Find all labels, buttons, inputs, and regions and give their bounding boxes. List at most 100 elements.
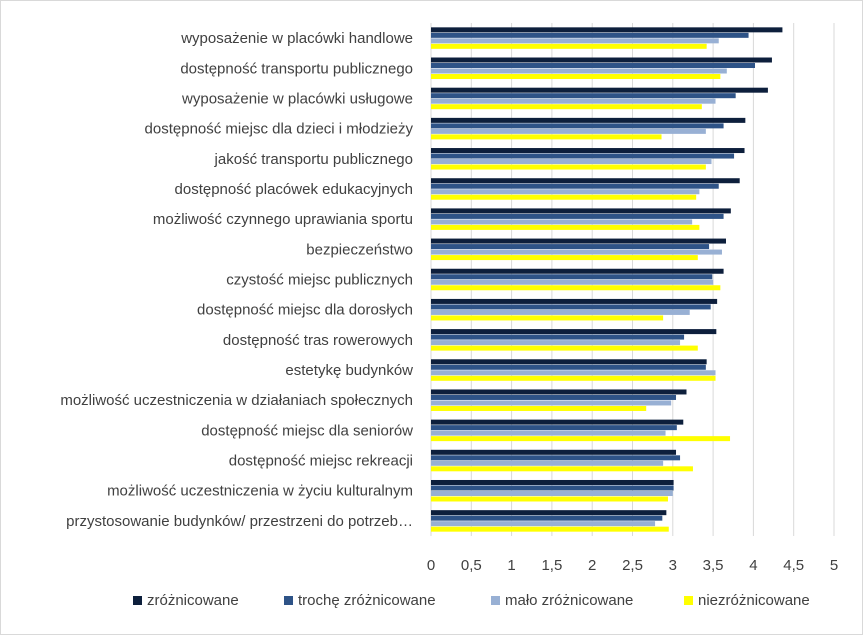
- bar: [431, 490, 673, 496]
- bar: [431, 189, 700, 195]
- bar: [431, 329, 717, 335]
- category-label: dostępność transportu publicznego: [180, 60, 413, 77]
- bar: [431, 526, 669, 532]
- legend-swatch: [133, 596, 142, 605]
- bar: [431, 213, 724, 219]
- bar: [431, 98, 716, 104]
- category-label: estetykę budynków: [285, 362, 413, 379]
- category-label: wyposażenie w placówki usługowe: [181, 90, 413, 107]
- x-tick-label: 0: [427, 557, 435, 574]
- bar: [431, 38, 719, 44]
- bar: [431, 496, 668, 502]
- bar: [431, 57, 772, 63]
- bar: [431, 63, 756, 69]
- category-label: możliwość uczestniczenia w życiu kultura…: [107, 483, 413, 500]
- bar: [431, 364, 706, 370]
- x-tick-label: 4,5: [783, 557, 804, 574]
- bar: [431, 27, 783, 33]
- bar: [431, 255, 698, 261]
- bar: [431, 515, 663, 521]
- bar: [431, 460, 664, 466]
- bar: [431, 394, 677, 400]
- x-tick-label: 3,5: [703, 557, 724, 574]
- x-tick-label: 0,5: [461, 557, 482, 574]
- bar: [431, 117, 746, 123]
- bar: [431, 249, 722, 255]
- category-label: przystosowanie budynków/ przestrzeni do …: [66, 513, 413, 530]
- legend-label: zróżnicowane: [147, 592, 239, 609]
- category-label: dostępność miejsc dla seniorów: [201, 422, 413, 439]
- bar: [431, 400, 672, 406]
- legend-swatch: [284, 596, 293, 605]
- legend: zróżnicowane trochę zróżnicowane mało zróż…: [133, 592, 810, 609]
- bar: [431, 93, 736, 99]
- x-tick-label: 2: [588, 557, 596, 574]
- bars: [431, 27, 783, 532]
- category-label: możliwość czynnego uprawiania sportu: [153, 211, 413, 228]
- legend-swatch: [491, 596, 500, 605]
- bar: [431, 224, 700, 230]
- bar: [431, 134, 662, 140]
- bar: [431, 159, 712, 165]
- bar: [431, 274, 713, 280]
- bar: [431, 485, 674, 491]
- bar: [431, 430, 666, 436]
- category-label: dostępność tras rowerowych: [223, 332, 413, 349]
- category-label: dostępność miejsc dla dorosłych: [197, 302, 413, 319]
- category-label: możliwość uczestniczenia w działaniach s…: [60, 392, 413, 409]
- x-tick-label: 5: [830, 557, 838, 574]
- bar: [431, 128, 706, 134]
- bar: [431, 466, 693, 472]
- bar: [431, 148, 745, 154]
- bar: [431, 104, 702, 110]
- bar: [431, 279, 714, 285]
- bar: [431, 194, 697, 200]
- x-tick-label: 4: [749, 557, 757, 574]
- bar: [431, 74, 721, 80]
- bar: [431, 219, 693, 225]
- category-label: dostępność miejsc dla dzieci i młodzieży: [145, 121, 414, 138]
- x-tick-label: 3: [669, 557, 677, 574]
- category-label: czystość miejsc publicznych: [226, 272, 413, 289]
- x-tick-label: 1,5: [541, 557, 562, 574]
- bar: [431, 183, 719, 189]
- bar: [431, 455, 681, 461]
- bar: [431, 510, 667, 516]
- bar: [431, 238, 726, 244]
- legend-label: niezróżnicowane: [698, 592, 810, 609]
- bar: [431, 315, 664, 321]
- category-label: wyposażenie w placówki handlowe: [180, 30, 413, 47]
- bar: [431, 123, 724, 129]
- bar: [431, 449, 677, 455]
- category-labels: wyposażenie w placówki handlowe dostępnoś…: [60, 30, 413, 530]
- category-label: dostępność placówek edukacyjnych: [175, 181, 413, 198]
- bar: [431, 298, 718, 304]
- x-tick-label: 2,5: [622, 557, 643, 574]
- bar: [431, 521, 656, 527]
- category-label: dostępność miejsc rekreacji: [229, 453, 413, 470]
- bar: [431, 340, 681, 346]
- bar: [431, 309, 690, 315]
- category-label: jakość transportu publicznego: [214, 151, 413, 168]
- bar: [431, 334, 685, 340]
- bar: [431, 425, 677, 431]
- bar: [431, 419, 684, 425]
- x-axis-tick-labels: 0 0,5 1 1,5 2 2,5 3 3,5 4 4,5 5: [427, 557, 838, 574]
- bar: [431, 405, 647, 411]
- x-tick-label: 1: [507, 557, 515, 574]
- bar: [431, 375, 716, 381]
- bar: [431, 285, 721, 291]
- bar: [431, 304, 711, 310]
- bar: [431, 164, 706, 170]
- bar: [431, 370, 716, 376]
- bar: [431, 244, 710, 250]
- bar: [431, 345, 698, 351]
- bar: [431, 479, 674, 485]
- bar: [431, 68, 727, 74]
- legend-label: mało zróżnicowane: [505, 592, 633, 609]
- bar: [431, 32, 749, 38]
- bar: [431, 436, 731, 442]
- bar: [431, 359, 707, 365]
- category-label: bezpieczeństwo: [306, 241, 413, 258]
